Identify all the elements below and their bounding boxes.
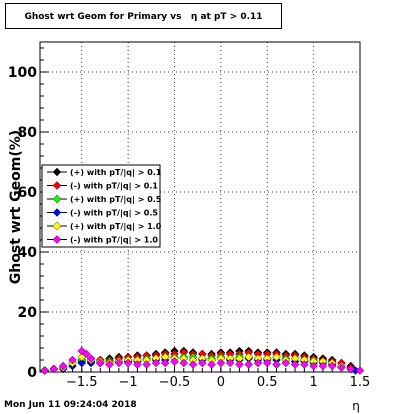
y-tick-label: 0 xyxy=(27,365,37,381)
data-point xyxy=(318,361,328,371)
data-point xyxy=(123,358,133,368)
legend-marker xyxy=(52,181,62,190)
data-point xyxy=(262,358,272,368)
data-point xyxy=(225,358,235,368)
tick-labels: −1.5 −1 −0.5 0 0.5 1 1.5 0 20 40 60 80 100 xyxy=(8,65,371,390)
y-tick-label: 60 xyxy=(18,185,38,201)
data-point xyxy=(82,349,91,359)
y-tick-label: 100 xyxy=(8,65,37,81)
y-tick-label: 40 xyxy=(18,245,38,261)
data-point xyxy=(355,366,365,375)
legend-marker xyxy=(52,167,62,177)
legend-marker xyxy=(52,235,62,244)
series-6 xyxy=(40,346,365,375)
grid-lines xyxy=(40,42,361,373)
data-point xyxy=(105,360,114,369)
data-point xyxy=(300,360,309,369)
data-point xyxy=(337,363,346,372)
chart-title: Ghost wrt Geom for Primary vs η at pT > … xyxy=(5,3,282,29)
legend-label: (+) with pT/|q| > 0.1 xyxy=(70,168,162,177)
data-point xyxy=(77,358,87,368)
x-tick-label: 1.5 xyxy=(350,375,371,390)
data-point xyxy=(188,360,198,369)
data-point xyxy=(133,360,142,369)
data-point xyxy=(253,358,263,368)
legend-label: (-) with pT/|q| > 1.0 xyxy=(70,236,158,245)
data-point xyxy=(58,361,68,371)
timestamp: Mon Jun 11 09:24:04 2018 xyxy=(4,400,137,410)
data-point xyxy=(244,360,253,369)
data-point xyxy=(142,360,151,369)
y-tick-label: 80 xyxy=(18,125,38,141)
legend-marker xyxy=(52,208,62,217)
data-point xyxy=(151,358,161,368)
x-tick-label: 0.5 xyxy=(257,375,278,390)
data-point xyxy=(290,360,300,369)
data-point xyxy=(198,358,207,368)
data-point xyxy=(272,360,281,369)
legend: (+) with pT/|q| > 0.1 (-) with pT/|q| > 0… xyxy=(41,164,162,248)
data-point xyxy=(86,354,96,363)
data-point xyxy=(346,364,356,374)
x-tick-label: −0.5 xyxy=(159,375,191,390)
x-tick-label: −1 xyxy=(119,375,138,390)
x-tick-label: 0 xyxy=(217,375,225,390)
x-axis-label: η xyxy=(352,399,360,413)
y-axis-label: Ghost wrt Geom(%) xyxy=(8,130,24,284)
legend-box xyxy=(41,164,161,248)
legend-marker xyxy=(52,221,62,231)
data-point xyxy=(235,360,244,369)
data-point xyxy=(281,358,291,368)
data-point xyxy=(216,358,226,368)
legend-label: (-) with pT/|q| > 0.5 xyxy=(70,209,158,218)
x-tick-label: −1.5 xyxy=(66,375,98,390)
legend-label: (+) with pT/|q| > 0.5 xyxy=(70,195,162,204)
data-point xyxy=(207,360,216,369)
data-point xyxy=(309,361,318,371)
x-tick-label: 1 xyxy=(309,375,317,390)
legend-label: (+) with pT/|q| > 1.0 xyxy=(70,222,162,231)
data-point xyxy=(40,366,49,375)
data-point xyxy=(327,361,337,371)
data-point xyxy=(96,358,105,368)
data-point xyxy=(160,358,170,368)
data-point xyxy=(49,364,59,374)
data-point xyxy=(170,357,179,366)
legend-marker xyxy=(52,194,62,204)
data-point xyxy=(68,355,77,365)
data-point xyxy=(179,358,189,368)
legend-label: (-) with pT/|q| > 0.1 xyxy=(70,182,158,191)
data-point xyxy=(114,358,124,368)
data-markers xyxy=(40,346,365,375)
y-tick-label: 20 xyxy=(18,305,38,321)
